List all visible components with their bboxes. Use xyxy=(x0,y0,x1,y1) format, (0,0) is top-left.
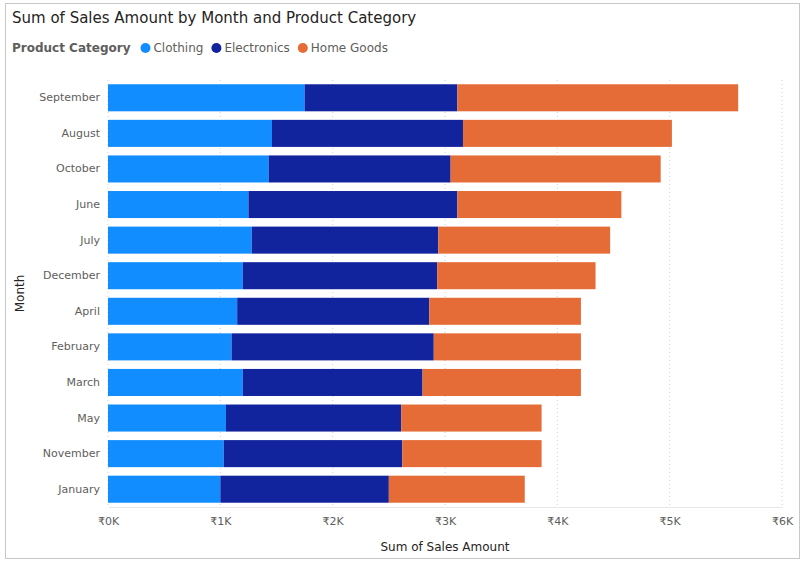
bar xyxy=(423,369,581,396)
tick-label: ₹6K xyxy=(772,515,794,528)
bar xyxy=(252,227,438,254)
bar xyxy=(401,405,541,432)
legend-label: Clothing xyxy=(153,41,203,55)
series xyxy=(389,84,738,502)
bar xyxy=(457,191,621,218)
tick-label: November xyxy=(43,447,101,460)
bar xyxy=(269,155,451,182)
tick-label: March xyxy=(66,376,100,389)
bar xyxy=(108,155,269,182)
tick-label: ₹4K xyxy=(547,515,569,528)
bar xyxy=(108,440,224,467)
tick-label: September xyxy=(39,91,100,104)
bar xyxy=(389,476,525,503)
bar xyxy=(248,191,457,218)
chart-frame xyxy=(6,4,800,559)
bar xyxy=(243,369,423,396)
tick-label: July xyxy=(79,234,100,247)
tick: April xyxy=(75,305,108,318)
bar xyxy=(226,405,401,432)
bar xyxy=(108,262,243,289)
bar xyxy=(108,298,237,325)
legend-label: Electronics xyxy=(224,41,289,55)
tick-label: ₹3K xyxy=(435,515,457,528)
bar xyxy=(108,191,248,218)
bar xyxy=(272,120,463,147)
tick: October xyxy=(56,162,108,175)
tick: March xyxy=(66,376,108,389)
tick: September xyxy=(39,91,108,104)
tick-label: December xyxy=(43,269,101,282)
tick-label: ₹5K xyxy=(660,515,682,528)
tick: February xyxy=(51,340,108,353)
bar xyxy=(434,333,581,360)
legend-marker xyxy=(140,43,150,53)
bar xyxy=(463,120,672,147)
tick: ₹5K xyxy=(660,507,682,528)
bar xyxy=(402,440,541,467)
tick-label: February xyxy=(51,340,100,353)
tick-label: January xyxy=(57,483,100,496)
bar xyxy=(438,227,610,254)
series xyxy=(108,84,305,502)
legend: Product Category Clothing Electronics Home … xyxy=(12,41,388,55)
chart-title: Sum of Sales Amount by Month and Product… xyxy=(12,9,416,27)
tick: December xyxy=(43,269,108,282)
legend-marker xyxy=(211,43,221,53)
tick-label: ₹2K xyxy=(323,515,345,528)
axis-line xyxy=(109,507,783,508)
bar xyxy=(108,227,252,254)
tick-label: October xyxy=(56,162,100,175)
bar xyxy=(243,262,437,289)
series xyxy=(220,84,463,502)
bar xyxy=(220,476,388,503)
tick: ₹2K xyxy=(323,507,345,528)
tick-label: ₹1K xyxy=(210,515,232,528)
tick: January xyxy=(57,483,108,496)
bar xyxy=(108,405,226,432)
tick: ₹3K xyxy=(435,507,457,528)
bar xyxy=(232,333,434,360)
tick: August xyxy=(62,127,109,140)
tick: ₹1K xyxy=(210,507,232,528)
grid-line xyxy=(782,80,783,507)
bar xyxy=(108,369,243,396)
legend-label: Home Goods xyxy=(311,41,388,55)
bar xyxy=(224,440,403,467)
bars xyxy=(108,84,738,502)
y-axis-title: Month xyxy=(13,275,27,313)
tick: June xyxy=(75,198,108,211)
bar xyxy=(108,333,232,360)
bar xyxy=(237,298,429,325)
tick-label: June xyxy=(75,198,100,211)
legend-marker xyxy=(298,43,308,53)
bar xyxy=(429,298,581,325)
y-axis: September August October June July December Ap… xyxy=(39,91,108,495)
tick: ₹6K xyxy=(772,507,794,528)
tick: ₹4K xyxy=(547,507,569,528)
tick: November xyxy=(43,447,108,460)
tick: ₹0K xyxy=(98,507,120,528)
tick-label: May xyxy=(77,412,100,425)
tick: July xyxy=(79,234,108,247)
bar xyxy=(108,120,272,147)
x-axis-title: Sum of Sales Amount xyxy=(380,540,509,554)
bar xyxy=(451,155,661,182)
bar xyxy=(457,84,738,111)
tick-label: August xyxy=(62,127,101,140)
bar xyxy=(108,476,220,503)
legend-title: Product Category xyxy=(12,41,131,55)
tick-label: April xyxy=(75,305,100,318)
tick-label: ₹0K xyxy=(98,515,120,528)
tick: May xyxy=(77,412,108,425)
chart: Sum of Sales Amount by Month and Product… xyxy=(0,0,805,563)
bar xyxy=(437,262,595,289)
bar xyxy=(305,84,458,111)
grid xyxy=(108,80,782,507)
bar xyxy=(108,84,305,111)
x-axis: ₹0K ₹1K ₹2K ₹3K ₹4K ₹5K ₹6K xyxy=(98,507,794,528)
